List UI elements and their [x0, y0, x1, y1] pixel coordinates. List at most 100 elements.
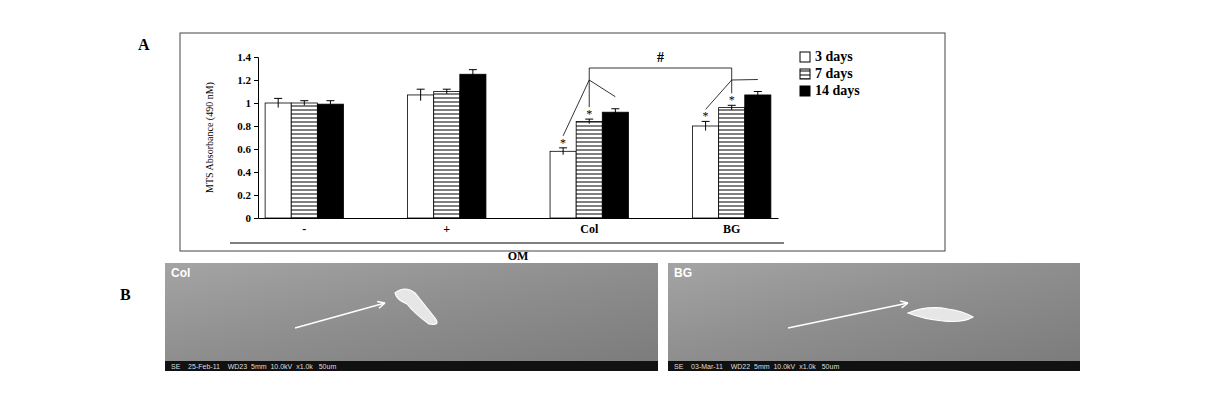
x-axis: - + Col BG	[259, 218, 779, 236]
sem-image: BGSE 03-Mar-11 WD22 5mm 10.0kV x1.0k 50u…	[668, 263, 1080, 371]
y-tick: 0	[246, 212, 259, 224]
cell	[395, 289, 437, 324]
x-tick: Col	[580, 218, 599, 236]
significance-mark: *	[729, 93, 735, 107]
y-tick-mark	[254, 218, 258, 219]
error-cap	[469, 69, 477, 70]
panel-label: A	[138, 36, 150, 53]
y-tick-mark	[254, 57, 258, 58]
y-tick-label: 0.6	[237, 143, 251, 155]
bar	[408, 95, 434, 218]
bar	[265, 103, 291, 218]
error-bar	[300, 101, 308, 106]
legend-entry: 7 days	[800, 66, 853, 81]
bracket-leg	[731, 68, 732, 80]
x-tick: BG	[723, 218, 740, 236]
y-tick-mark	[254, 126, 258, 127]
error-bar	[611, 109, 619, 116]
error-bar	[443, 89, 451, 94]
error-cap	[300, 100, 308, 101]
bar	[576, 121, 602, 218]
arrow-head	[377, 302, 385, 309]
legend: 3 days 7 days 14 days	[800, 49, 860, 98]
bracket-leg	[731, 80, 732, 93]
y-tick-mark	[254, 172, 258, 173]
bar	[602, 112, 628, 218]
error-bar	[417, 89, 425, 101]
legend-label: 14 days	[815, 83, 860, 98]
bracket-leg	[589, 80, 590, 107]
y-tick: 0.8	[237, 120, 258, 132]
group-label: OM	[508, 249, 529, 263]
y-tick-mark	[254, 103, 258, 104]
significance-mark: *	[703, 109, 709, 123]
error-stem	[472, 70, 473, 79]
error-cap	[611, 108, 619, 109]
y-tick-label: 0	[246, 212, 252, 224]
cell	[908, 308, 973, 322]
bracket-leg	[563, 80, 589, 136]
y-tick: 0.6	[237, 143, 258, 155]
image-footer-bar	[165, 361, 658, 371]
x-tick-label: +	[443, 222, 450, 236]
error-stem	[446, 89, 447, 94]
bracket-label: #	[657, 50, 664, 65]
error-bar	[274, 98, 282, 107]
y-tick: 0.4	[237, 166, 258, 178]
y-tick: 1	[246, 97, 259, 109]
bar	[550, 151, 576, 218]
panel-label: B	[120, 286, 131, 303]
legend-entry: 14 days	[800, 83, 860, 98]
bar	[291, 103, 317, 218]
error-bar	[754, 92, 762, 99]
error-cap	[326, 100, 334, 101]
y-tick: 1.2	[237, 74, 258, 86]
bar	[719, 108, 745, 218]
bar	[434, 92, 460, 219]
y-tick-label: 0.2	[237, 189, 251, 201]
error-bar	[326, 101, 334, 108]
y-axis-title: MTS Absorbance (490 nM)	[204, 82, 216, 193]
x-axis-line	[259, 218, 779, 219]
image-footer-bar	[668, 361, 1080, 371]
x-tick-label: BG	[723, 222, 740, 236]
legend-entry: 3 days	[800, 49, 853, 64]
arrow-head	[900, 301, 908, 308]
error-stem	[330, 101, 331, 108]
y-tick-label: 1	[246, 97, 252, 109]
bars	[265, 70, 771, 218]
significance-mark: *	[586, 107, 592, 121]
bracket-leg	[589, 68, 590, 80]
bracket-leg	[589, 80, 615, 97]
y-tick-mark	[254, 149, 258, 150]
image-footer: SE 25-Feb-11 WD23 5mm 10.0kV x1.0k 50um	[171, 363, 336, 370]
group-line	[230, 243, 784, 244]
y-tick: 1.4	[237, 51, 258, 63]
error-stem	[278, 98, 279, 107]
legend-swatch	[800, 86, 810, 96]
bracket	[563, 68, 758, 136]
bracket-leg	[706, 80, 732, 109]
error-cap	[443, 89, 451, 90]
legend-swatch	[800, 69, 810, 79]
x-tick: -	[302, 218, 306, 236]
y-tick-mark	[254, 80, 258, 81]
x-tick: +	[443, 218, 450, 236]
image-footer: SE 03-Mar-11 WD22 5mm 10.0kV x1.0k 50um	[674, 363, 839, 370]
y-tick-label: 0.4	[237, 166, 251, 178]
significance-mark: *	[560, 136, 566, 150]
error-cap	[754, 91, 762, 92]
y-tick-label: 1.2	[237, 74, 251, 86]
legend-label: 7 days	[815, 66, 853, 81]
bracket-bar	[589, 68, 731, 69]
image-label: Col	[171, 266, 190, 280]
error-cap	[274, 98, 282, 99]
error-stem	[615, 109, 616, 116]
error-cap	[417, 89, 425, 90]
y-tick-mark	[254, 195, 258, 196]
sem-image: Col SE 25-Feb-11 WD23 5mm 10.0kV x1.0k 50…	[165, 263, 658, 371]
error-stem	[420, 89, 421, 101]
image-background	[165, 263, 658, 361]
x-tick-label: Col	[580, 222, 599, 236]
y-tick-label: 1.4	[237, 51, 251, 63]
